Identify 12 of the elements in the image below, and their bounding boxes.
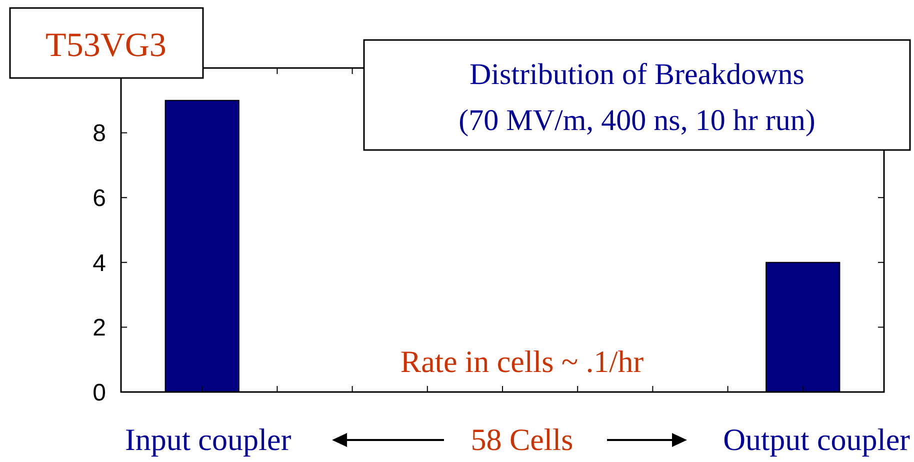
y-tick-label: 0 — [92, 379, 106, 406]
y-tick-label: 6 — [92, 185, 106, 212]
text: T53VG3 — [46, 27, 166, 64]
text: 58 Cells — [470, 422, 574, 457]
y-tick-label: 4 — [92, 250, 106, 277]
chart-title: Distribution of Breakdowns — [470, 58, 804, 91]
annotation: Rate in cells ~ .1/hr — [400, 344, 644, 379]
text: Input coupler — [125, 422, 292, 457]
y-tick-label: 2 — [92, 314, 106, 342]
text: (70 MV/m, 400 ns, 10 hr run) — [458, 104, 816, 137]
y-tick-label: 8 — [92, 120, 106, 148]
text: Output coupler — [723, 422, 911, 457]
